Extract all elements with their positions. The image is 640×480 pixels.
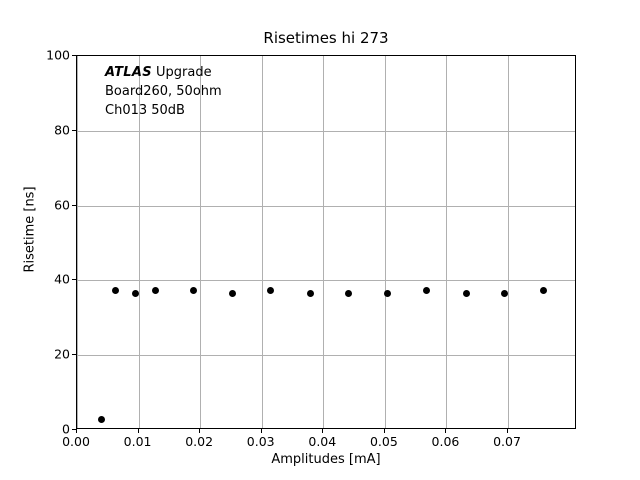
data-point	[345, 289, 353, 297]
page-title: Risetimes hi 273	[263, 29, 389, 47]
x-tick-mark	[137, 429, 139, 433]
annotation-line-1: ATLAS Upgrade	[105, 64, 222, 83]
data-point	[228, 289, 236, 297]
data-point	[462, 289, 470, 297]
data-point	[423, 286, 431, 294]
x-tick-label: 0.01	[123, 434, 152, 449]
x-tick-mark	[76, 429, 77, 433]
plot-area: ATLAS Upgrade Board260, 50ohm Ch013 50dB	[76, 55, 576, 429]
gridline-vertical	[200, 56, 202, 428]
gridline-horizontal	[77, 355, 575, 357]
y-axis-label: Risetime [ns]	[22, 186, 38, 273]
x-tick-mark	[322, 429, 324, 433]
x-tick-label: 0.03	[246, 434, 275, 449]
y-tick-label: 40	[54, 271, 70, 287]
data-point	[190, 286, 198, 294]
y-tick-label: 0	[62, 421, 70, 437]
y-tick-mark	[72, 55, 76, 56]
data-point	[500, 289, 508, 297]
annotation-textbox: ATLAS Upgrade Board260, 50ohm Ch013 50dB	[105, 64, 222, 121]
x-tick-mark	[199, 429, 201, 433]
x-tick-mark	[445, 429, 447, 433]
annotation-line-2: Board260, 50ohm	[105, 83, 222, 99]
gridline-vertical	[138, 56, 140, 428]
annotation-line-3: Ch013 50dB	[105, 102, 185, 118]
x-tick-label: 0.00	[62, 434, 90, 449]
y-tick-label: 60	[54, 197, 70, 213]
gridline-horizontal	[77, 205, 575, 207]
gridline-vertical	[261, 56, 263, 428]
gridline-vertical	[77, 56, 78, 428]
y-tick-label: 100	[46, 47, 70, 63]
collaboration-label: ATLAS	[105, 65, 152, 80]
x-tick-label: 0.06	[431, 434, 460, 449]
y-tick-mark	[72, 429, 76, 430]
data-point	[97, 416, 105, 424]
y-tick-label: 80	[54, 122, 70, 138]
y-tick-label: 20	[54, 346, 70, 362]
y-tick-mark	[72, 279, 76, 281]
data-point	[384, 289, 392, 297]
x-tick-label: 0.05	[369, 434, 398, 449]
data-point	[306, 289, 314, 297]
gridline-vertical	[384, 56, 386, 428]
y-tick-mark	[72, 204, 76, 206]
y-tick-mark	[72, 129, 76, 131]
x-tick-label: 0.02	[185, 434, 214, 449]
x-tick-label: 0.04	[308, 434, 337, 449]
data-point	[151, 287, 159, 295]
gridline-horizontal	[77, 130, 575, 132]
gridline-vertical	[446, 56, 448, 428]
x-axis-label: Amplitudes [mA]	[271, 452, 381, 467]
x-tick-mark	[507, 429, 509, 433]
data-point	[267, 287, 275, 295]
data-point	[540, 286, 548, 294]
data-point	[112, 286, 120, 294]
annotation-line-1-rest: Upgrade	[151, 65, 212, 80]
gridline-horizontal	[77, 280, 575, 282]
x-tick-mark	[260, 429, 262, 433]
data-point	[131, 289, 139, 297]
x-tick-mark	[383, 429, 385, 433]
gridline-vertical	[323, 56, 325, 428]
x-tick-label: 0.07	[493, 434, 521, 449]
gridline-vertical	[508, 56, 510, 428]
y-tick-mark	[72, 354, 76, 356]
